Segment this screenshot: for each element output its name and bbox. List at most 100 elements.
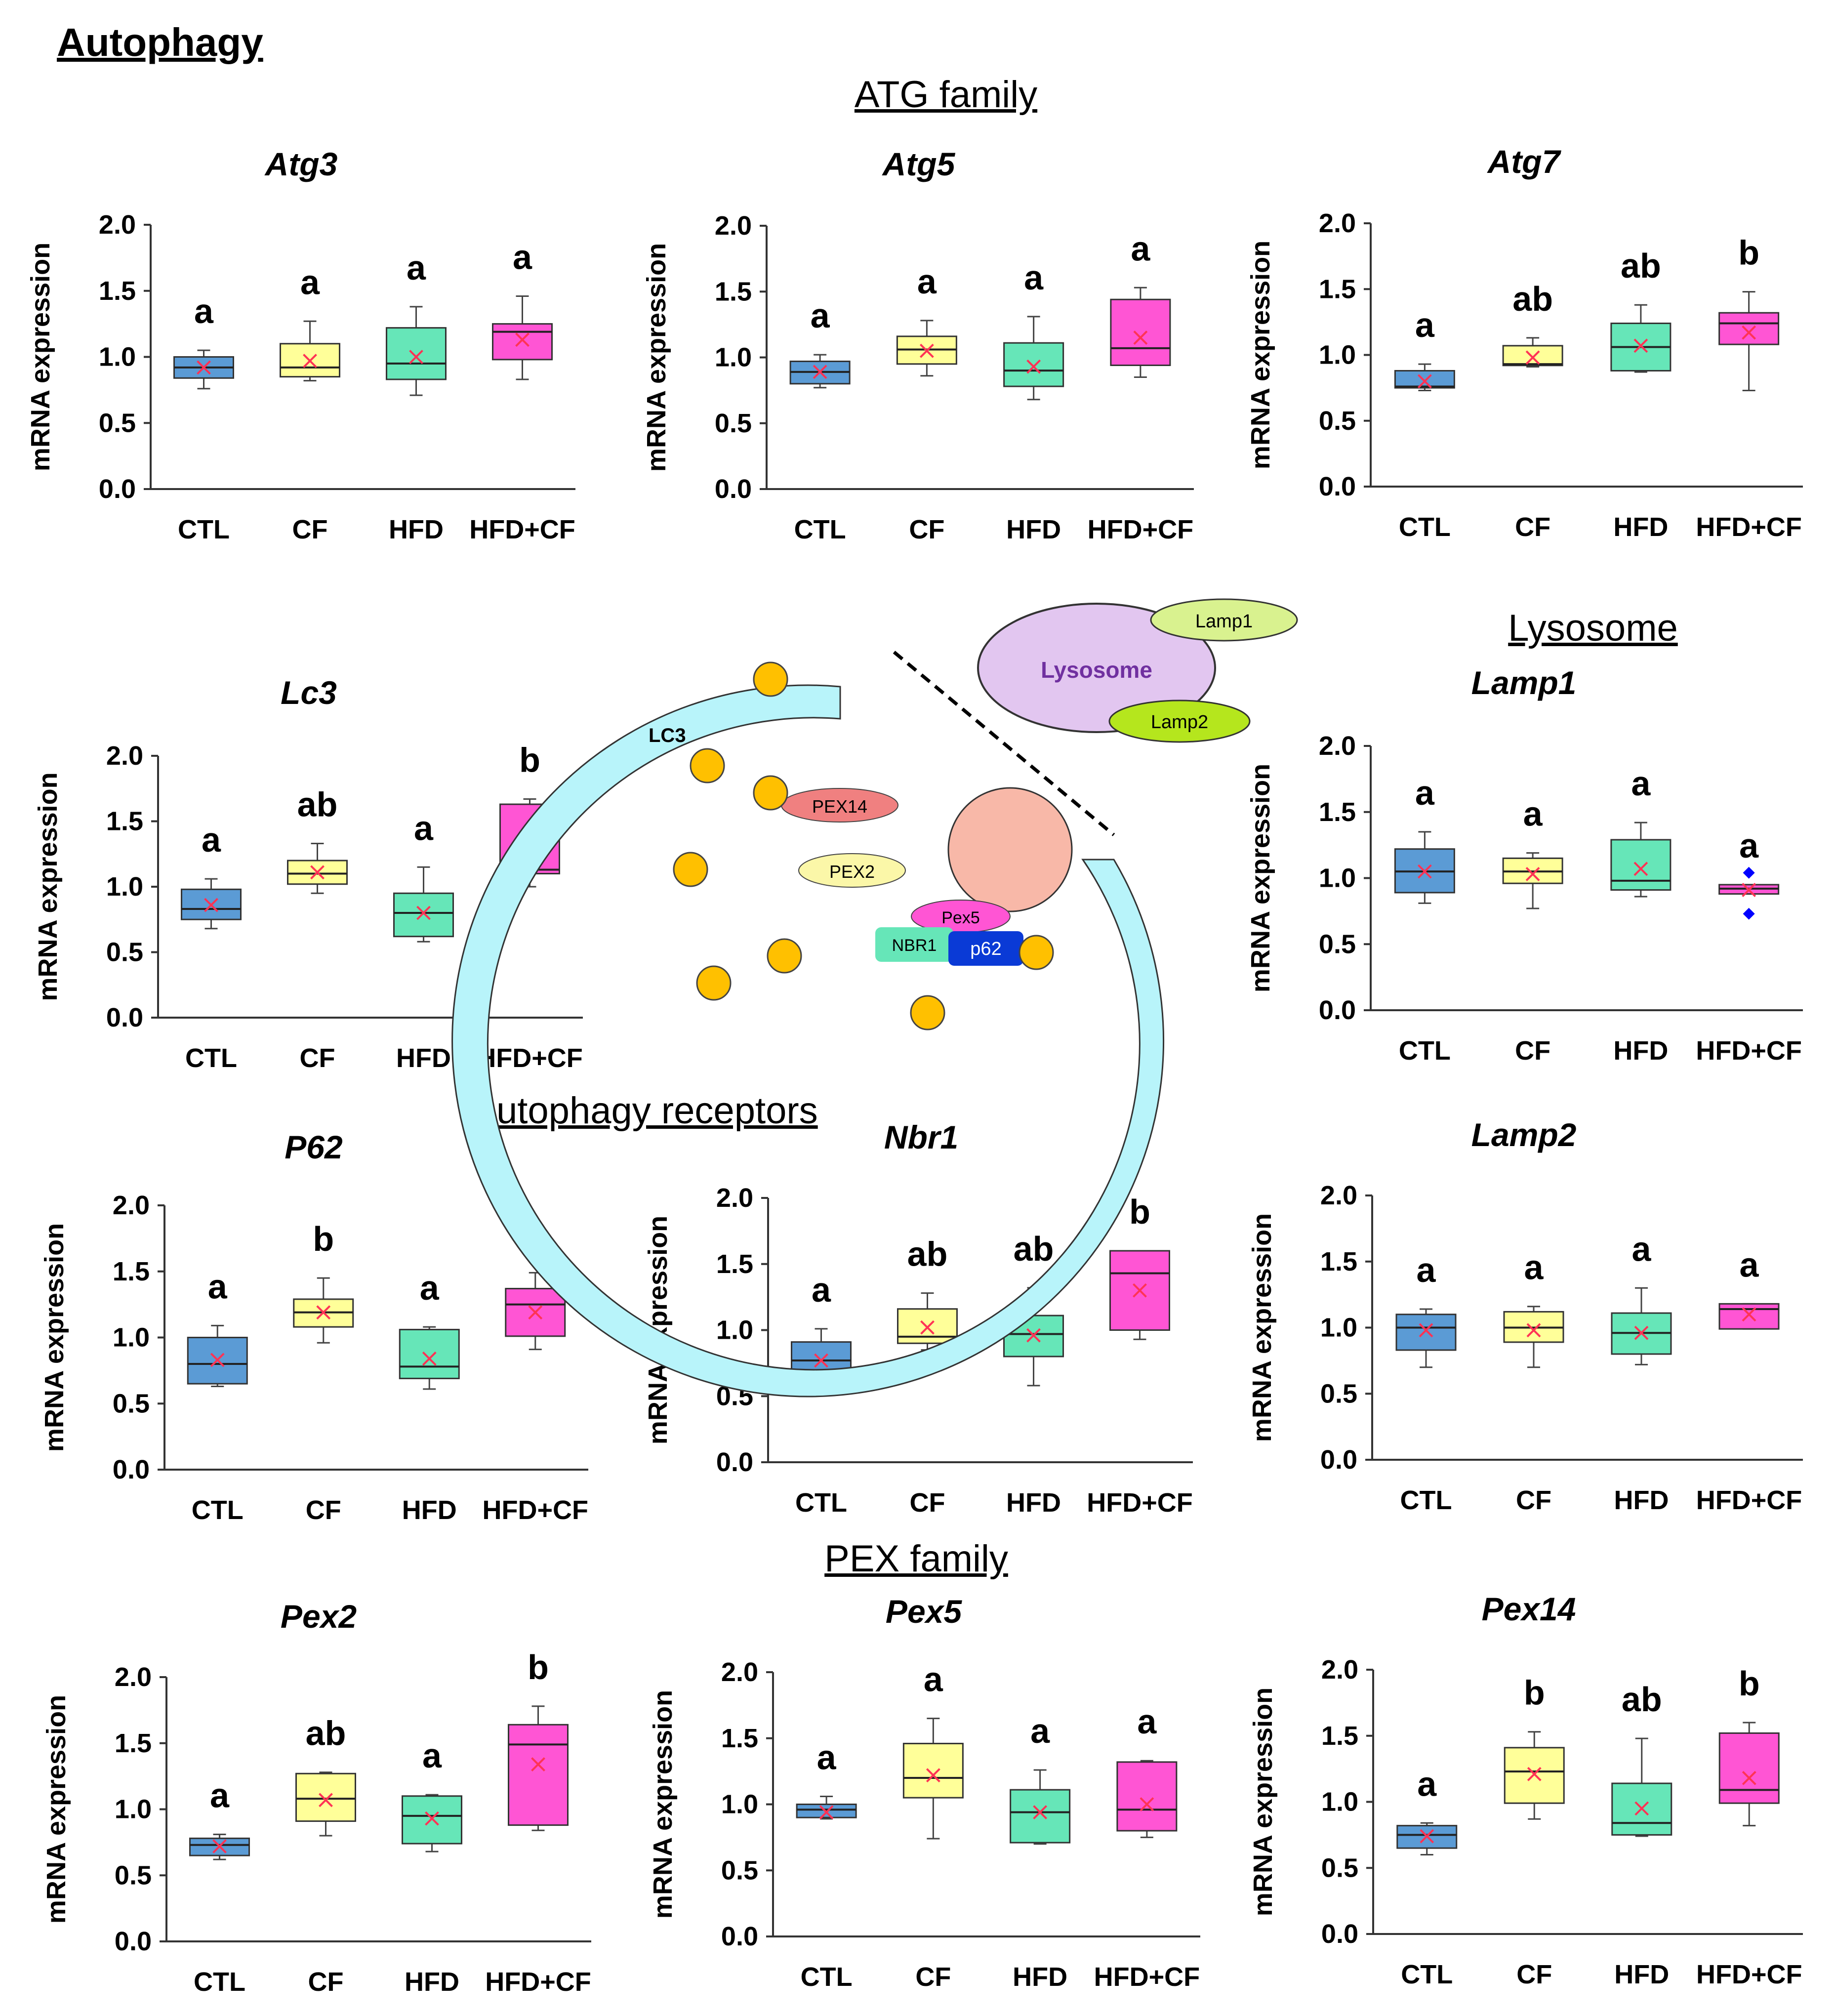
mean-marker-stroke [1633, 862, 1648, 876]
section-title-atg-family: ATG family [854, 74, 1038, 116]
x-tick-label: CTL [194, 1967, 245, 1997]
y-tick-label: 1.0 [113, 1323, 150, 1353]
x-tick-label: HFD [1613, 1036, 1668, 1066]
y-axis-label: mRNA expression [1248, 1687, 1278, 1916]
chart-panel-pex5: Pex5 mRNA expression 0.0 0.5 1.0 1.5 2.0 CTL CF H… [648, 1593, 1200, 1992]
y-axis-label: mRNA expression [26, 243, 55, 471]
mean-marker-stroke [531, 1757, 545, 1771]
chart-title: Atg7 [1487, 143, 1562, 180]
chart-panel-p62: P62 mRNA expression 0.0 0.5 1.0 1.5 2.0 CTL CF HF… [40, 1129, 588, 1525]
significance-letter: a [414, 809, 434, 847]
mean-marker-stroke [416, 905, 431, 920]
significance-letter: a [812, 1271, 831, 1309]
lc3-dot [753, 775, 788, 811]
mean-marker-stroke [1634, 1325, 1649, 1340]
chart-title: Lamp2 [1471, 1116, 1577, 1153]
mean-marker [1526, 1323, 1541, 1338]
autophagosome-membrane [451, 684, 1165, 1398]
section-title-pex-family: PEX family [824, 1538, 1008, 1580]
y-tick-label: 1.5 [1319, 797, 1356, 827]
y-tick-label: 1.5 [721, 1724, 758, 1753]
mean-marker-stroke [310, 865, 325, 880]
y-axis-label: mRNA expression [642, 243, 671, 472]
box-hfd+cf [1718, 1303, 1780, 1330]
y-tick-label: 1.5 [106, 807, 143, 836]
y-tick-label: 1.0 [715, 343, 752, 372]
mean-marker-stroke [528, 1305, 543, 1320]
x-tick-label: HFD [1006, 1488, 1061, 1518]
y-tick-label: 0.5 [715, 409, 752, 438]
mean-marker [1525, 350, 1540, 365]
y-tick-label: 1.0 [1320, 1313, 1357, 1343]
x-tick-label: HFD+CF [477, 1043, 583, 1073]
y-tick-label: 1.5 [1321, 1721, 1358, 1751]
mean-marker-stroke [1419, 1323, 1433, 1338]
y-tick-label: 2.0 [1321, 1655, 1358, 1685]
significance-letter: b [1524, 1674, 1545, 1712]
mean-marker-stroke [422, 1351, 437, 1366]
lc3-dot [767, 938, 802, 974]
lc3-dot [910, 995, 945, 1030]
significance-letter: a [422, 1736, 442, 1775]
box-cf [1502, 345, 1563, 367]
y-tick-label: 1.0 [106, 872, 143, 902]
mean-marker [528, 1305, 543, 1320]
mean-marker [1026, 359, 1041, 374]
chart-panel-pex2: Pex2 mRNA expression 0.0 0.5 1.0 1.5 2.0 CTL CF H… [41, 1598, 591, 1997]
y-tick-label: 0.5 [1321, 1853, 1358, 1883]
y-axis-label: mRNA expression [1246, 241, 1275, 469]
x-tick-label: HFD+CF [469, 515, 575, 544]
x-tick-label: HFD [396, 1043, 451, 1073]
x-tick-label: HFD [1613, 512, 1668, 542]
lc3-dots [673, 661, 1054, 1030]
x-tick-label: CF [1515, 512, 1550, 542]
significance-letter: a [1524, 1248, 1544, 1287]
mean-marker [316, 1305, 331, 1320]
x-tick-label: HFD+CF [1696, 512, 1802, 542]
box-ctl [181, 888, 242, 920]
mean-marker-stroke [1742, 1307, 1756, 1322]
y-tick-label: 2.0 [716, 1183, 753, 1213]
x-tick-label: CTL [1401, 1960, 1453, 1989]
box-cf [902, 1742, 964, 1799]
mean-marker [1634, 1325, 1649, 1340]
mean-marker [515, 332, 530, 347]
box-ctl [1394, 370, 1455, 389]
chart-title: Lc3 [281, 674, 337, 711]
mean-marker [1417, 864, 1432, 879]
y-axis-label: mRNA expression [41, 1695, 71, 1924]
y-tick-label: 0.5 [1319, 929, 1356, 959]
lamp2-label: Lamp2 [1151, 712, 1208, 733]
mean-marker-stroke [1133, 1283, 1147, 1298]
outlier-point [1743, 866, 1755, 879]
lamp1-label: Lamp1 [1195, 611, 1253, 632]
lysosome-label: Lysosome [1041, 657, 1152, 683]
chart-title: Lamp1 [1471, 664, 1577, 701]
y-tick-label: 0.5 [721, 1855, 758, 1885]
x-tick-label: CF [300, 1043, 335, 1073]
pex2-protein [798, 853, 906, 888]
significance-letter: a [1131, 229, 1150, 268]
significance-letter: a [513, 238, 532, 276]
mean-marker-stroke [813, 365, 827, 379]
box-hfd+cf [508, 1724, 569, 1826]
lc3-label: LC3 [649, 725, 686, 746]
section-title-lysosome: Lysosome [1508, 607, 1678, 649]
y-tick-label: 1.5 [113, 1257, 150, 1286]
x-tick-label: HFD [405, 1967, 459, 1997]
x-tick-label: HFD+CF [1088, 515, 1194, 544]
significance-letter: a [1417, 1251, 1436, 1289]
y-tick-label: 1.0 [716, 1316, 753, 1345]
box-hfd [1010, 1789, 1071, 1844]
significance-letter: ab [1014, 1230, 1054, 1268]
mean-marker-stroke [319, 1793, 333, 1808]
box-hfd+cf [1718, 1732, 1780, 1804]
mean-marker [1527, 1767, 1542, 1781]
box-hfd+cf [1110, 298, 1171, 366]
chart-panel-lamp1: Lamp1 mRNA expression 0.0 0.5 1.0 1.5 2.0 CTL CF… [1246, 664, 1803, 1066]
mean-marker-stroke [1742, 1770, 1756, 1785]
y-axis-label: mRNA expression [33, 772, 63, 1001]
y-tick-label: 0.0 [715, 474, 752, 504]
mean-marker [212, 1839, 227, 1853]
y-tick-label: 1.5 [715, 277, 752, 306]
